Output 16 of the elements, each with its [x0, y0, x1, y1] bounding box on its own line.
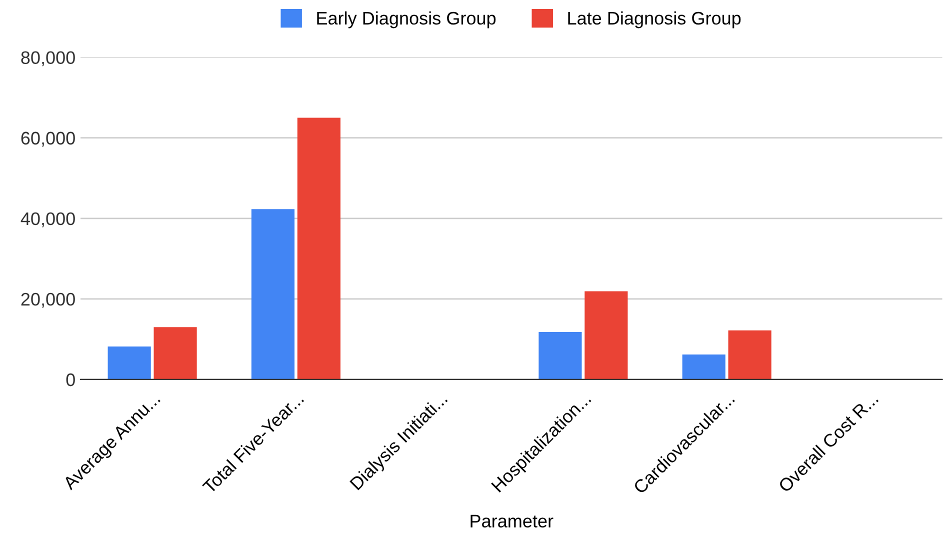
bar	[297, 118, 340, 380]
y-tick-label: 0	[66, 373, 75, 386]
legend-label: Early Diagnosis Group	[317, 11, 496, 28]
y-tick-label: 80,000	[21, 51, 75, 66]
bar	[251, 209, 294, 380]
bar	[682, 354, 726, 380]
y-tick-label: 20,000	[21, 292, 75, 308]
x-axis-title: Parameter	[470, 514, 554, 528]
bar	[154, 327, 197, 380]
y-tick-label: 60,000	[21, 132, 75, 147]
bar	[584, 291, 628, 380]
y-tick-label: 40,000	[20, 212, 75, 228]
bar	[538, 332, 582, 380]
bar	[108, 346, 151, 380]
bar	[728, 330, 772, 380]
legend-label: Late Diagnosis Group	[568, 11, 741, 28]
